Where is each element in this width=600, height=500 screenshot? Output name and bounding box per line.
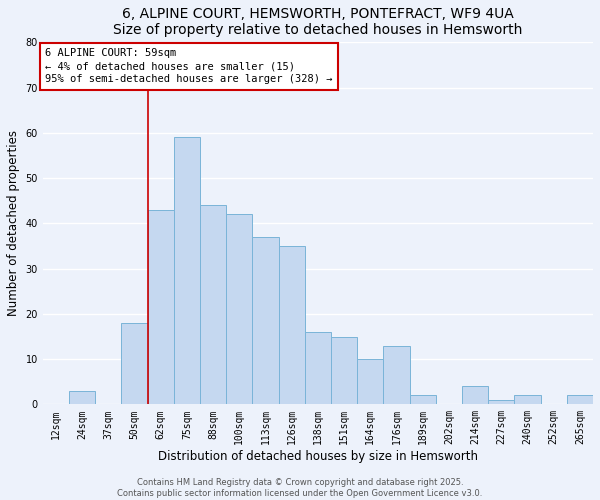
Bar [226, 214, 253, 404]
Bar [174, 138, 200, 404]
Bar [488, 400, 514, 404]
Bar [567, 396, 593, 404]
Bar [357, 359, 383, 405]
Bar [69, 391, 95, 404]
Bar [200, 206, 226, 404]
Bar [121, 323, 148, 404]
Bar [253, 237, 278, 404]
Bar [305, 332, 331, 404]
Bar [331, 336, 357, 404]
Bar [383, 346, 410, 405]
Bar [462, 386, 488, 404]
Bar [410, 396, 436, 404]
Text: Contains HM Land Registry data © Crown copyright and database right 2025.
Contai: Contains HM Land Registry data © Crown c… [118, 478, 482, 498]
Y-axis label: Number of detached properties: Number of detached properties [7, 130, 20, 316]
Bar [278, 246, 305, 404]
X-axis label: Distribution of detached houses by size in Hemsworth: Distribution of detached houses by size … [158, 450, 478, 463]
Bar [148, 210, 174, 404]
Title: 6, ALPINE COURT, HEMSWORTH, PONTEFRACT, WF9 4UA
Size of property relative to det: 6, ALPINE COURT, HEMSWORTH, PONTEFRACT, … [113, 7, 523, 37]
Text: 6 ALPINE COURT: 59sqm
← 4% of detached houses are smaller (15)
95% of semi-detac: 6 ALPINE COURT: 59sqm ← 4% of detached h… [46, 48, 333, 84]
Bar [514, 396, 541, 404]
